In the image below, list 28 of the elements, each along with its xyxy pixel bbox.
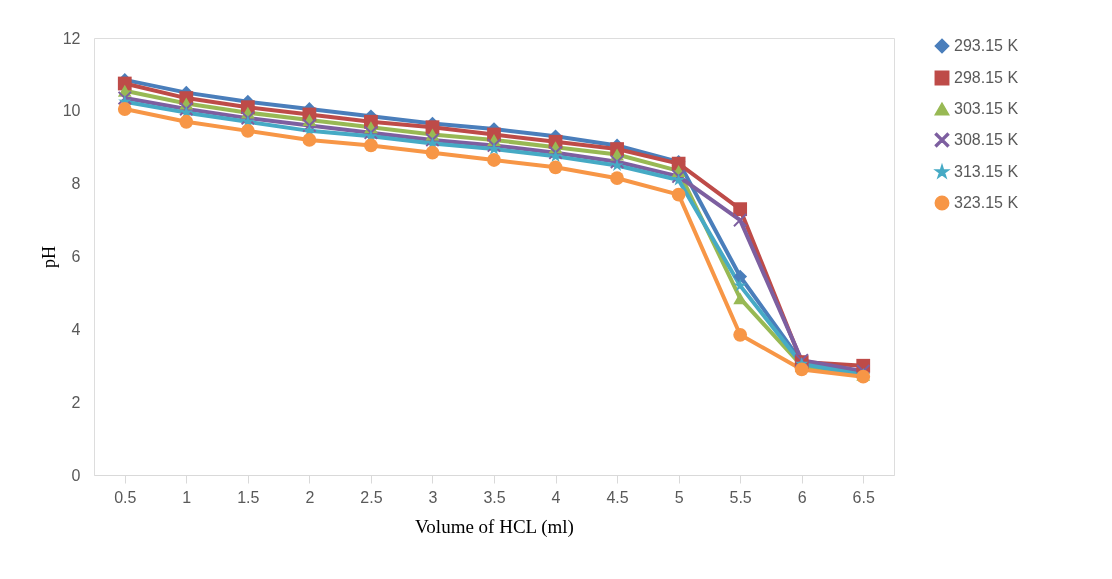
y-tick-label: 12 (62, 29, 81, 47)
x-tick-label: 3.5 (483, 488, 506, 506)
legend-label: 323.15 K (954, 194, 1019, 211)
y-tick-label: 2 (71, 393, 81, 411)
y-tick-label: 0 (71, 466, 81, 484)
x-tick-label: 2 (305, 488, 315, 506)
legend-label: 298.15 K (954, 69, 1019, 86)
x-tick-label: 3 (428, 488, 438, 506)
x-tick-label: 1 (182, 488, 192, 506)
legend-label: 308.15 K (954, 131, 1019, 148)
x-tick-label: 5.5 (729, 488, 752, 506)
x-tick-label: 4.5 (606, 488, 629, 506)
y-tick-label: 6 (71, 248, 81, 265)
y-tick-label: 4 (71, 320, 81, 338)
x-tick-label: 6.5 (852, 488, 875, 506)
x-tick-label: 5 (674, 488, 684, 506)
y-tick-label: 8 (71, 175, 81, 193)
x-tick-label: 6 (797, 488, 807, 506)
x-tick-label: 1.5 (237, 488, 260, 506)
y-axis-title: pH (38, 246, 59, 268)
x-tick-label: 4 (551, 488, 561, 506)
x-tick-label: 0.5 (114, 488, 137, 506)
x-tick-label: 2.5 (360, 488, 383, 506)
legend-label: 303.15 K (954, 100, 1019, 117)
x-axis-title: Volume of HCL (ml) (415, 515, 574, 538)
y-tick-label: 10 (62, 102, 81, 120)
legend-label: 313.15 K (954, 163, 1019, 180)
legend-label: 293.15 K (954, 37, 1019, 54)
